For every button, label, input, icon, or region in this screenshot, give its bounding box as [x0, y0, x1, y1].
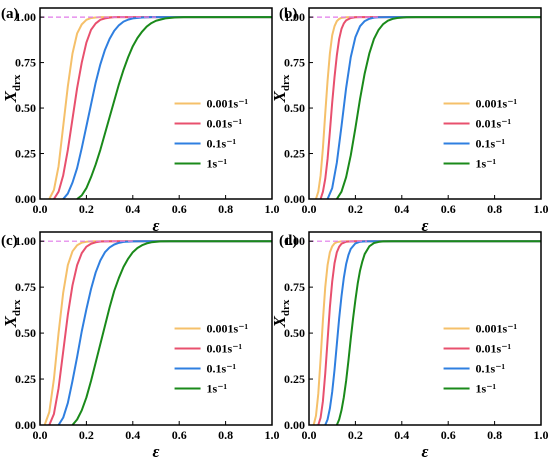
legend-label: 1s⁻¹	[207, 382, 228, 396]
x-tick-label: 0.6	[172, 202, 187, 216]
x-tick-label: 1.0	[265, 202, 280, 216]
legend-label: 1s⁻¹	[476, 157, 497, 171]
series-line-3	[76, 16, 272, 200]
y-tick-label: 0.50	[15, 326, 36, 340]
legend-label: 1s⁻¹	[207, 157, 228, 171]
x-tick-label: 0.8	[218, 202, 233, 216]
legend-label: 0.1s⁻¹	[476, 362, 506, 376]
x-tick-label: 0.8	[218, 428, 233, 442]
legend-label: 0.1s⁻¹	[207, 137, 237, 151]
x-tick-label: 0.0	[33, 428, 48, 442]
series-line-2	[62, 16, 272, 200]
y-axis-title: Xdrx	[270, 299, 292, 328]
y-tick-label: 0.75	[15, 56, 36, 70]
y-tick-label: 0.00	[284, 418, 305, 432]
x-axis-title: ε	[422, 216, 429, 235]
y-tick-label: 0.50	[284, 101, 305, 115]
y-tick-label: 0.50	[15, 101, 36, 115]
y-axis-title: Xdrx	[1, 299, 23, 328]
x-tick-label: 1.0	[534, 428, 549, 442]
legend-label: 0.001s⁻¹	[476, 97, 518, 111]
plot-frame	[308, 7, 542, 200]
plot-frame	[39, 231, 273, 426]
legend-label: 0.1s⁻¹	[476, 137, 506, 151]
chart-panel-c: 0.0 0.2 0.4 0.6 0.8 1.0 0.00 0.25 0.50 0.75 1.00 ε X…	[1, 231, 280, 457]
x-axis-title: ε	[153, 442, 160, 457]
y-tick-label: 0.00	[15, 192, 36, 206]
x-tick-label: 0.2	[79, 428, 94, 442]
x-tick-label: 0.2	[348, 202, 363, 216]
chart-panel-a: 0.0 0.2 0.4 0.6 0.8 1.0 0.00 0.25 0.50 0.75 1.00 ε X…	[1, 6, 280, 235]
series-line-2	[57, 240, 272, 426]
x-tick-label: 1.0	[265, 428, 280, 442]
x-axis-title: ε	[153, 216, 160, 235]
legend-label: 0.01s⁻¹	[476, 117, 512, 131]
panel-label: (c)	[1, 233, 18, 249]
y-tick-label: 0.75	[15, 280, 36, 294]
x-tick-label: 0.4	[394, 428, 409, 442]
series-line-1	[53, 16, 272, 200]
y-tick-label: 1.00	[284, 10, 305, 24]
y-tick-label: 0.00	[284, 192, 305, 206]
x-tick-label: 0.0	[33, 202, 48, 216]
x-tick-label: 0.4	[125, 428, 140, 442]
x-tick-label: 0.0	[302, 202, 317, 216]
x-axis-title: ε	[422, 442, 429, 457]
plot-frame	[39, 7, 273, 200]
y-tick-label: 0.25	[15, 372, 36, 386]
chart-panel-d: 0.0 0.2 0.4 0.6 0.8 1.0 0.00 0.25 0.50 0.75 1.00 ε X…	[270, 231, 549, 457]
series-line-1	[48, 240, 272, 426]
y-tick-label: 0.75	[284, 56, 305, 70]
y-tick-label: 0.75	[284, 280, 305, 294]
y-axis-title: Xdrx	[270, 74, 292, 103]
x-tick-label: 0.6	[441, 202, 456, 216]
legend-label: 0.001s⁻¹	[207, 322, 249, 336]
legend-label: 0.01s⁻¹	[207, 342, 243, 356]
x-tick-label: 0.8	[487, 202, 502, 216]
y-tick-label: 1.00	[284, 234, 305, 248]
y-tick-label: 0.00	[15, 418, 36, 432]
y-tick-label: 0.25	[284, 147, 305, 161]
x-tick-label: 0.8	[487, 428, 502, 442]
x-tick-label: 0.6	[441, 428, 456, 442]
legend-label: 0.01s⁻¹	[207, 117, 243, 131]
x-tick-label: 0.6	[172, 428, 187, 442]
x-tick-label: 0.4	[394, 202, 409, 216]
panel-label: (b)	[279, 6, 297, 22]
legend-label: 0.1s⁻¹	[207, 362, 237, 376]
series-line-3	[335, 240, 541, 426]
y-tick-label: 0.25	[15, 147, 36, 161]
series-line-0	[48, 16, 272, 200]
series-line-3	[71, 240, 272, 426]
y-tick-label: 1.00	[15, 10, 36, 24]
plot-frame	[308, 231, 542, 426]
legend-label: 0.001s⁻¹	[207, 97, 249, 111]
y-axis-title: Xdrx	[1, 74, 23, 103]
panel-label: (a)	[1, 6, 19, 22]
x-tick-label: 0.4	[125, 202, 140, 216]
series-line-3	[335, 16, 541, 200]
panel-label: (d)	[279, 233, 297, 249]
legend-label: 0.01s⁻¹	[476, 342, 512, 356]
legend-label: 1s⁻¹	[476, 382, 497, 396]
chart-panel-b: 0.0 0.2 0.4 0.6 0.8 1.0 0.00 0.25 0.50 0.75 1.00 ε X…	[270, 6, 549, 235]
legend-label: 0.001s⁻¹	[476, 322, 518, 336]
x-tick-label: 0.2	[79, 202, 94, 216]
y-tick-label: 0.25	[284, 372, 305, 386]
y-tick-label: 1.00	[15, 234, 36, 248]
series-line-0	[312, 240, 541, 426]
x-tick-label: 0.0	[302, 428, 317, 442]
y-tick-label: 0.50	[284, 326, 305, 340]
x-tick-label: 0.2	[348, 428, 363, 442]
x-tick-label: 1.0	[534, 202, 549, 216]
